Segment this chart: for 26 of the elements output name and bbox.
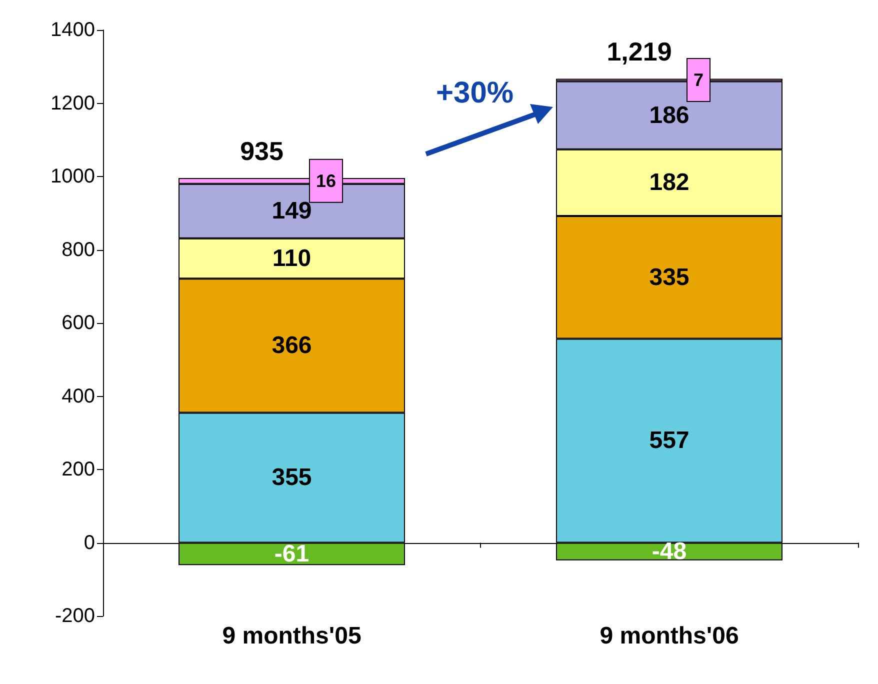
data-label: 186 [649,102,690,129]
y-tick-label: 1000 [50,166,95,188]
data-label: 7 [694,70,704,90]
total-label: 1,219 [606,36,672,67]
x-tick-label: 9 months'05 [222,622,362,650]
y-tick-label: 0 [84,532,95,554]
y-tick-label: 600 [62,312,95,334]
y-tick-label: -200 [54,605,95,627]
data-label: 366 [272,332,312,360]
data-label: 16 [316,170,336,191]
data-label: 335 [649,264,690,291]
data-label: -48 [652,538,687,566]
x-tick-label: 9 months'06 [600,622,739,650]
total-label: 935 [240,136,284,166]
data-label: 355 [272,464,312,492]
data-label: -61 [274,540,310,568]
y-tick-label: 800 [62,238,95,261]
y-tick-label: 1200 [50,92,95,114]
y-tick-label: 200 [62,458,95,480]
data-label: 110 [272,245,312,272]
data-label: 557 [649,427,690,454]
y-tick-label: 1400 [50,19,95,41]
data-label: 149 [272,198,312,225]
data-label: 182 [649,169,690,196]
annotation: +30% [436,76,514,110]
y-tick-label: 400 [62,385,95,408]
